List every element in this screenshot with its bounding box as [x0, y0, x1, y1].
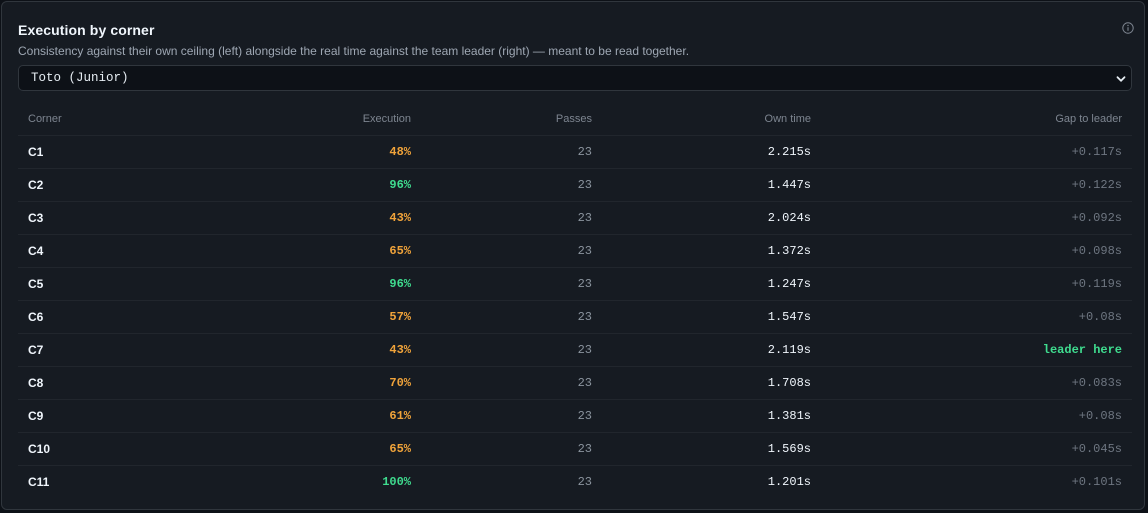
own-time-cell: 1.569s — [602, 432, 821, 466]
gap-cell: +0.101s — [1071, 475, 1122, 489]
driver-select-value: Toto (Junior) — [31, 71, 129, 85]
info-circle-icon[interactable] — [1122, 22, 1134, 34]
own-time-cell: 1.447s — [602, 168, 821, 202]
gap-cell: +0.045s — [821, 432, 1132, 466]
own-time-cell: 1.381s — [602, 399, 821, 433]
execution-cell: 96% — [168, 168, 421, 202]
passes-cell: 23 — [421, 201, 602, 235]
own-time-cell: 2.119s — [602, 333, 821, 367]
corner-cell: C1 — [18, 135, 168, 169]
table-row: C6 57% 23 1.547s +0.08s — [18, 300, 1132, 334]
column-header-gap: Gap to leader — [821, 103, 1132, 136]
column-header-execution: Execution — [168, 103, 421, 136]
card-subtitle: Consistency against their own ceiling (l… — [18, 44, 690, 58]
passes-cell: 23 — [421, 333, 602, 367]
gap-cell: +0.08s — [821, 399, 1132, 433]
passes-cell: 23 — [421, 300, 602, 334]
passes-cell: 23 — [421, 234, 602, 268]
execution-cell: 65% — [168, 432, 421, 466]
execution-cell: 57% — [168, 300, 421, 334]
execution-cell: 96% — [168, 267, 421, 301]
table-row: C7 43% 23 2.119s leader here — [18, 333, 1132, 367]
gap-cell: +0.092s — [821, 201, 1132, 235]
table-row: C4 65% 23 1.372s +0.098s — [18, 234, 1132, 268]
own-time-cell: 1.708s — [602, 366, 821, 400]
corner-table: Corner Execution Passes Own time Gap to … — [18, 103, 1132, 498]
execution-cell: 65% — [168, 234, 421, 268]
table-row: C10 65% 23 1.569s +0.045s — [18, 432, 1132, 466]
own-time-cell: 2.024s — [602, 201, 821, 235]
column-header-passes: Passes — [421, 103, 602, 136]
column-header-own-time: Own time — [602, 103, 821, 136]
gap-cell: +0.119s — [821, 267, 1132, 301]
own-time-cell: 1.372s — [602, 234, 821, 268]
corner-cell: C3 — [18, 201, 168, 235]
corner-cell: C9 — [18, 399, 168, 433]
gap-cell: +0.098s — [821, 234, 1132, 268]
gap-cell: +0.083s — [821, 366, 1132, 400]
passes-cell: 23 — [421, 135, 602, 169]
corner-cell: C5 — [18, 267, 168, 301]
passes-cell: 23 — [421, 432, 602, 466]
execution-cell: 70% — [168, 366, 421, 400]
corner-cell: C4 — [18, 234, 168, 268]
table-row: C3 43% 23 2.024s +0.092s — [18, 201, 1132, 235]
execution-cell: 43% — [168, 201, 421, 235]
corner-cell: C7 — [18, 333, 168, 367]
passes-cell: 23 — [421, 267, 602, 301]
passes-cell: 23 — [421, 399, 602, 433]
driver-select[interactable]: Toto (Junior) — [18, 65, 1132, 91]
table-row: C9 61% 23 1.381s +0.08s — [18, 399, 1132, 433]
execution-cell: 43% — [168, 333, 421, 367]
own-time-cell: 1.547s — [602, 300, 821, 334]
passes-cell: 23 — [421, 366, 602, 400]
card-title: Execution by corner — [18, 22, 155, 38]
gap-cell: +0.122s — [821, 168, 1132, 202]
table-row: C11 100% 23 1.201s +0.101s — [18, 466, 1132, 499]
chevron-down-icon — [1116, 76, 1126, 82]
own-time-cell: 1.201s — [767, 475, 811, 489]
own-time-cell: 1.247s — [602, 267, 821, 301]
corner-cell: C2 — [18, 168, 168, 202]
corner-cell: C10 — [18, 432, 168, 466]
gap-cell: leader here — [821, 333, 1132, 367]
table-row: C5 96% 23 1.247s +0.119s — [18, 267, 1132, 301]
corner-cell: C11 — [28, 475, 50, 489]
corner-cell: C8 — [18, 366, 168, 400]
gap-cell: +0.117s — [821, 135, 1132, 169]
execution-cell: 100% — [382, 475, 411, 489]
execution-cell: 48% — [168, 135, 421, 169]
own-time-cell: 2.215s — [602, 135, 821, 169]
passes-cell: 23 — [421, 168, 602, 202]
column-header-corner: Corner — [18, 103, 168, 136]
table-row: C2 96% 23 1.447s +0.122s — [18, 168, 1132, 202]
execution-cell: 61% — [168, 399, 421, 433]
gap-cell: +0.08s — [821, 300, 1132, 334]
passes-cell: 23 — [577, 475, 592, 489]
corner-cell: C6 — [18, 300, 168, 334]
table-row: C8 70% 23 1.708s +0.083s — [18, 366, 1132, 400]
table-header-row: Corner Execution Passes Own time Gap to … — [18, 103, 1132, 136]
table-row: C1 48% 23 2.215s +0.117s — [18, 135, 1132, 169]
